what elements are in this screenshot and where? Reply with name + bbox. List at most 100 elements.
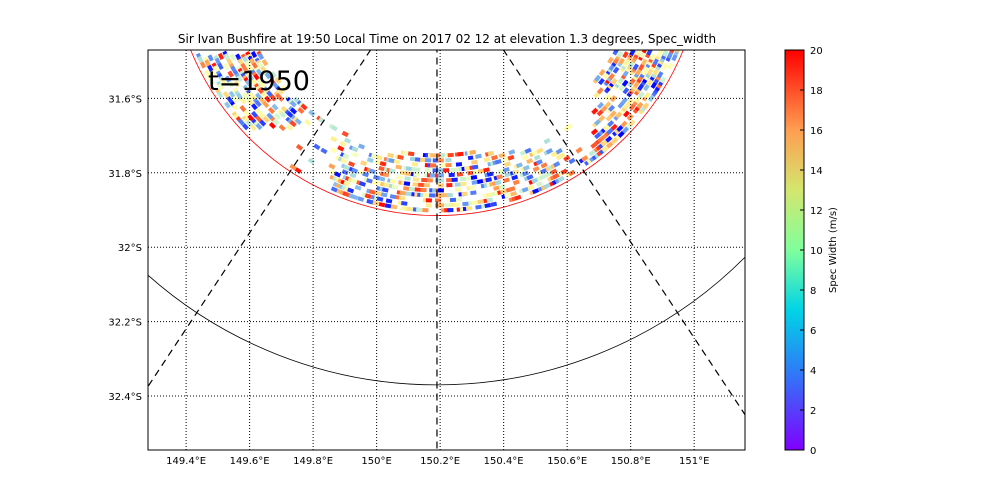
data-cell [599,134,607,142]
data-cell [502,166,510,173]
data-cell [467,155,475,161]
data-cell [610,78,618,86]
data-cell [245,119,253,127]
data-cell [413,172,420,177]
colorbar-tick-label: 18 [810,86,823,97]
data-cell [455,162,463,167]
data-cell [634,96,642,104]
data-cell [378,202,386,208]
data-cell [281,84,289,92]
data-cell [460,181,467,187]
data-cell [607,120,615,128]
data-cell [384,203,392,209]
data-cell [236,75,243,83]
data-cell [557,175,565,183]
data-cell [550,168,558,175]
colorbar-label: Spec Width (m/s) [828,207,839,293]
data-cell [444,203,451,208]
data-cell [555,148,563,155]
data-cell [467,170,474,176]
data-cell [406,206,413,212]
data-cell [426,178,433,183]
data-cell [498,183,506,190]
data-cell [545,148,554,155]
data-cell [359,181,366,187]
data-cell [608,72,615,81]
data-cell [445,163,452,168]
data-cell [209,70,217,78]
data-cell [457,151,464,157]
data-cell [539,173,547,181]
data-cell [437,188,444,193]
data-cell [558,152,566,159]
colorbar-tick-label: 8 [810,286,816,297]
y-tick-label: 32°S [118,243,142,254]
data-cell [446,192,453,198]
data-cell [289,100,297,108]
data-cell [407,151,415,157]
data-cell [330,136,338,143]
data-cell [237,58,245,66]
data-cell [362,171,370,178]
data-cell [429,173,436,178]
plot-area [148,50,745,450]
data-cell [440,153,447,158]
data-cell [449,197,457,203]
data-cell [351,146,359,153]
data-cell [602,124,611,132]
data-cell [553,161,561,168]
data-cell [464,166,471,171]
data-cell [508,186,516,192]
data-cell [618,57,625,66]
data-cell [496,174,504,180]
data-cell [227,70,234,78]
data-cell [632,63,640,71]
data-cell [609,110,617,118]
data-cell [405,171,412,177]
colorbar-ticks: 0 2 4 6 8 10 12 14 16 18 20 [800,46,823,457]
data-cell [453,202,460,207]
data-cell [471,164,479,170]
data-cell [257,52,265,60]
data-cell [669,50,676,54]
y-tick-label: 31.6°S [108,94,142,105]
colorbar-tick-label: 0 [810,446,816,457]
data-cell [475,153,482,159]
data-cell [471,180,479,185]
data-cell [469,149,477,155]
data-cell [438,203,445,208]
data-cell [477,199,484,205]
data-cell [390,204,398,210]
data-cell [498,152,506,159]
data-cell [421,177,428,183]
data-cell [274,76,282,85]
data-cell [462,201,469,207]
data-cell [657,71,664,79]
data-cell [510,190,517,197]
colorbar-tick-label: 14 [810,166,823,177]
data-cell [424,168,431,173]
data-cell [628,103,636,111]
colorbar-tick-label: 16 [810,126,823,137]
data-cell [485,192,493,198]
plot-frame [147,49,746,451]
data-cell [267,106,276,115]
data-cell [465,206,473,211]
data-cell [254,100,262,108]
data-cell [405,166,413,172]
data-cell [502,156,510,163]
data-cell [330,186,338,193]
data-cell [222,90,230,99]
data-cell [294,118,302,126]
data-cell [347,187,355,194]
data-cell [233,80,241,88]
data-cell [375,154,383,161]
x-tick-label: 149.6°E [230,456,270,467]
data-cell [675,50,682,53]
data-cell [354,184,362,191]
data-cell [420,187,427,193]
data-cell [552,172,560,180]
y-tick-label: 32.4°S [108,392,142,403]
data-cell [613,50,621,54]
data-cell [451,167,458,172]
